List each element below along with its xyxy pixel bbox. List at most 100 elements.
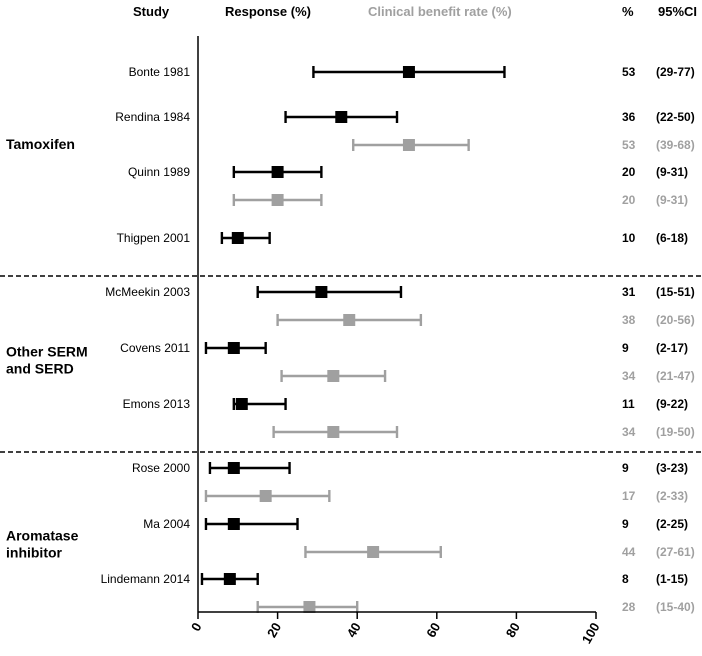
cbr-ci-pct: 20: [622, 193, 636, 207]
response-ci-pct: 36: [622, 110, 636, 124]
group-label: Other SERM: [6, 344, 88, 360]
header-cbr: Clinical benefit rate (%): [368, 4, 512, 19]
cbr-ci-ci: (39-68): [656, 138, 695, 152]
study-label: Emons 2013: [123, 397, 191, 411]
cbr-ci-point: [303, 601, 316, 613]
response-ci-pct: 53: [622, 65, 636, 79]
response-ci-ci: (6-18): [656, 231, 688, 245]
response-ci-ci: (1-15): [656, 572, 688, 586]
x-tick-label: 40: [344, 620, 364, 640]
cbr-ci: [256, 601, 359, 613]
x-tick-label: 100: [579, 620, 603, 646]
response-ci-point: [227, 518, 240, 530]
group-label: and SERD: [6, 361, 74, 377]
response-ci-ci: (3-23): [656, 461, 688, 475]
cbr-ci: [204, 490, 331, 502]
response-ci-ci: (9-31): [656, 165, 688, 179]
response-ci-pct: 9: [622, 461, 629, 475]
response-ci: [232, 166, 323, 178]
response-ci-point: [335, 111, 348, 123]
header-study: Study: [133, 4, 170, 19]
response-ci-point: [402, 66, 415, 78]
cbr-ci-point: [259, 490, 272, 502]
group-label: inhibitor: [6, 545, 63, 561]
cbr-ci-pct: 17: [622, 489, 636, 503]
response-ci-pct: 31: [622, 285, 636, 299]
cbr-ci-point: [343, 314, 356, 326]
cbr-ci-ci: (20-56): [656, 313, 695, 327]
response-ci-point: [227, 342, 240, 354]
study-label: Covens 2011: [120, 341, 190, 355]
response-ci-pct: 11: [622, 397, 635, 411]
cbr-ci-pct: 53: [622, 138, 636, 152]
group-label: Aromatase: [6, 528, 79, 544]
response-ci-point: [315, 286, 328, 298]
cbr-ci-pct: 34: [622, 425, 636, 439]
response-ci-pct: 10: [622, 231, 636, 245]
response-ci-point: [231, 232, 244, 244]
response-ci-ci: (2-25): [656, 517, 688, 531]
group-label: Tamoxifen: [6, 136, 75, 152]
response-ci: [256, 286, 403, 298]
cbr-ci-ci: (9-31): [656, 193, 688, 207]
cbr-ci-pct: 34: [622, 369, 636, 383]
response-ci-ci: (22-50): [656, 110, 695, 124]
response-ci-ci: (15-51): [656, 285, 695, 299]
x-tick-label: 20: [264, 620, 284, 640]
response-ci: [220, 232, 271, 244]
study-labels: Bonte 1981 Rendina 1984 Quinn 1989 Thigpen …: [101, 65, 191, 586]
study-label: Rendina 1984: [115, 110, 190, 124]
response-ci-ci: (9-22): [656, 397, 688, 411]
response-ci-ci: (29-77): [656, 65, 695, 79]
error-bars: [200, 66, 506, 613]
response-ci: [200, 573, 259, 585]
study-label: Bonte 1981: [129, 65, 191, 79]
x-tick-label: 0: [188, 620, 205, 634]
cbr-ci: [352, 139, 470, 151]
response-ci-point: [223, 573, 236, 585]
response-ci-point: [227, 462, 240, 474]
x-tick-label: 80: [503, 620, 523, 640]
cbr-ci-ci: (15-40): [656, 600, 695, 614]
header-ci: 95%CI: [658, 4, 697, 19]
study-label: Ma 2004: [143, 517, 190, 531]
response-ci: [312, 66, 506, 78]
cbr-ci: [304, 546, 442, 558]
cbr-ci: [280, 370, 387, 382]
cbr-ci-point: [327, 426, 340, 438]
study-label: Rose 2000: [132, 461, 190, 475]
group-separators: [0, 275, 702, 453]
cbr-ci-pct: 38: [622, 313, 636, 327]
cbr-ci-pct: 44: [622, 545, 636, 559]
column-headers: Study Response (%) Clinical benefit rate…: [133, 4, 697, 19]
response-ci-ci: (2-17): [656, 341, 688, 355]
response-ci-point: [235, 398, 248, 410]
study-label: Lindemann 2014: [101, 572, 191, 586]
response-ci: [232, 398, 287, 410]
value-columns: 53 (29-77) 36 (22-50) 53 (39-68) 20 (9-31) 20 (9-…: [622, 65, 695, 614]
header-pct: %: [622, 4, 634, 19]
cbr-ci-point: [402, 139, 415, 151]
cbr-ci-ci: (27-61): [656, 545, 695, 559]
response-ci-pct: 9: [622, 341, 629, 355]
cbr-ci-ci: (19-50): [656, 425, 695, 439]
cbr-ci: [232, 194, 323, 206]
study-label: Thigpen 2001: [117, 231, 191, 245]
response-ci: [284, 111, 399, 123]
cbr-ci-point: [271, 194, 284, 206]
response-ci-point: [271, 166, 284, 178]
response-ci-pct: 20: [622, 165, 636, 179]
response-ci: [204, 342, 267, 354]
cbr-ci-point: [327, 370, 340, 382]
cbr-ci: [272, 426, 399, 438]
x-axis: 0 20 40 60 80 100: [188, 36, 603, 646]
header-response: Response (%): [225, 4, 311, 19]
x-tick-label: 60: [423, 620, 443, 640]
cbr-ci-pct: 28: [622, 600, 636, 614]
response-ci: [208, 462, 291, 474]
response-ci-pct: 9: [622, 517, 629, 531]
cbr-ci-point: [367, 546, 380, 558]
study-label: Quinn 1989: [128, 165, 190, 179]
